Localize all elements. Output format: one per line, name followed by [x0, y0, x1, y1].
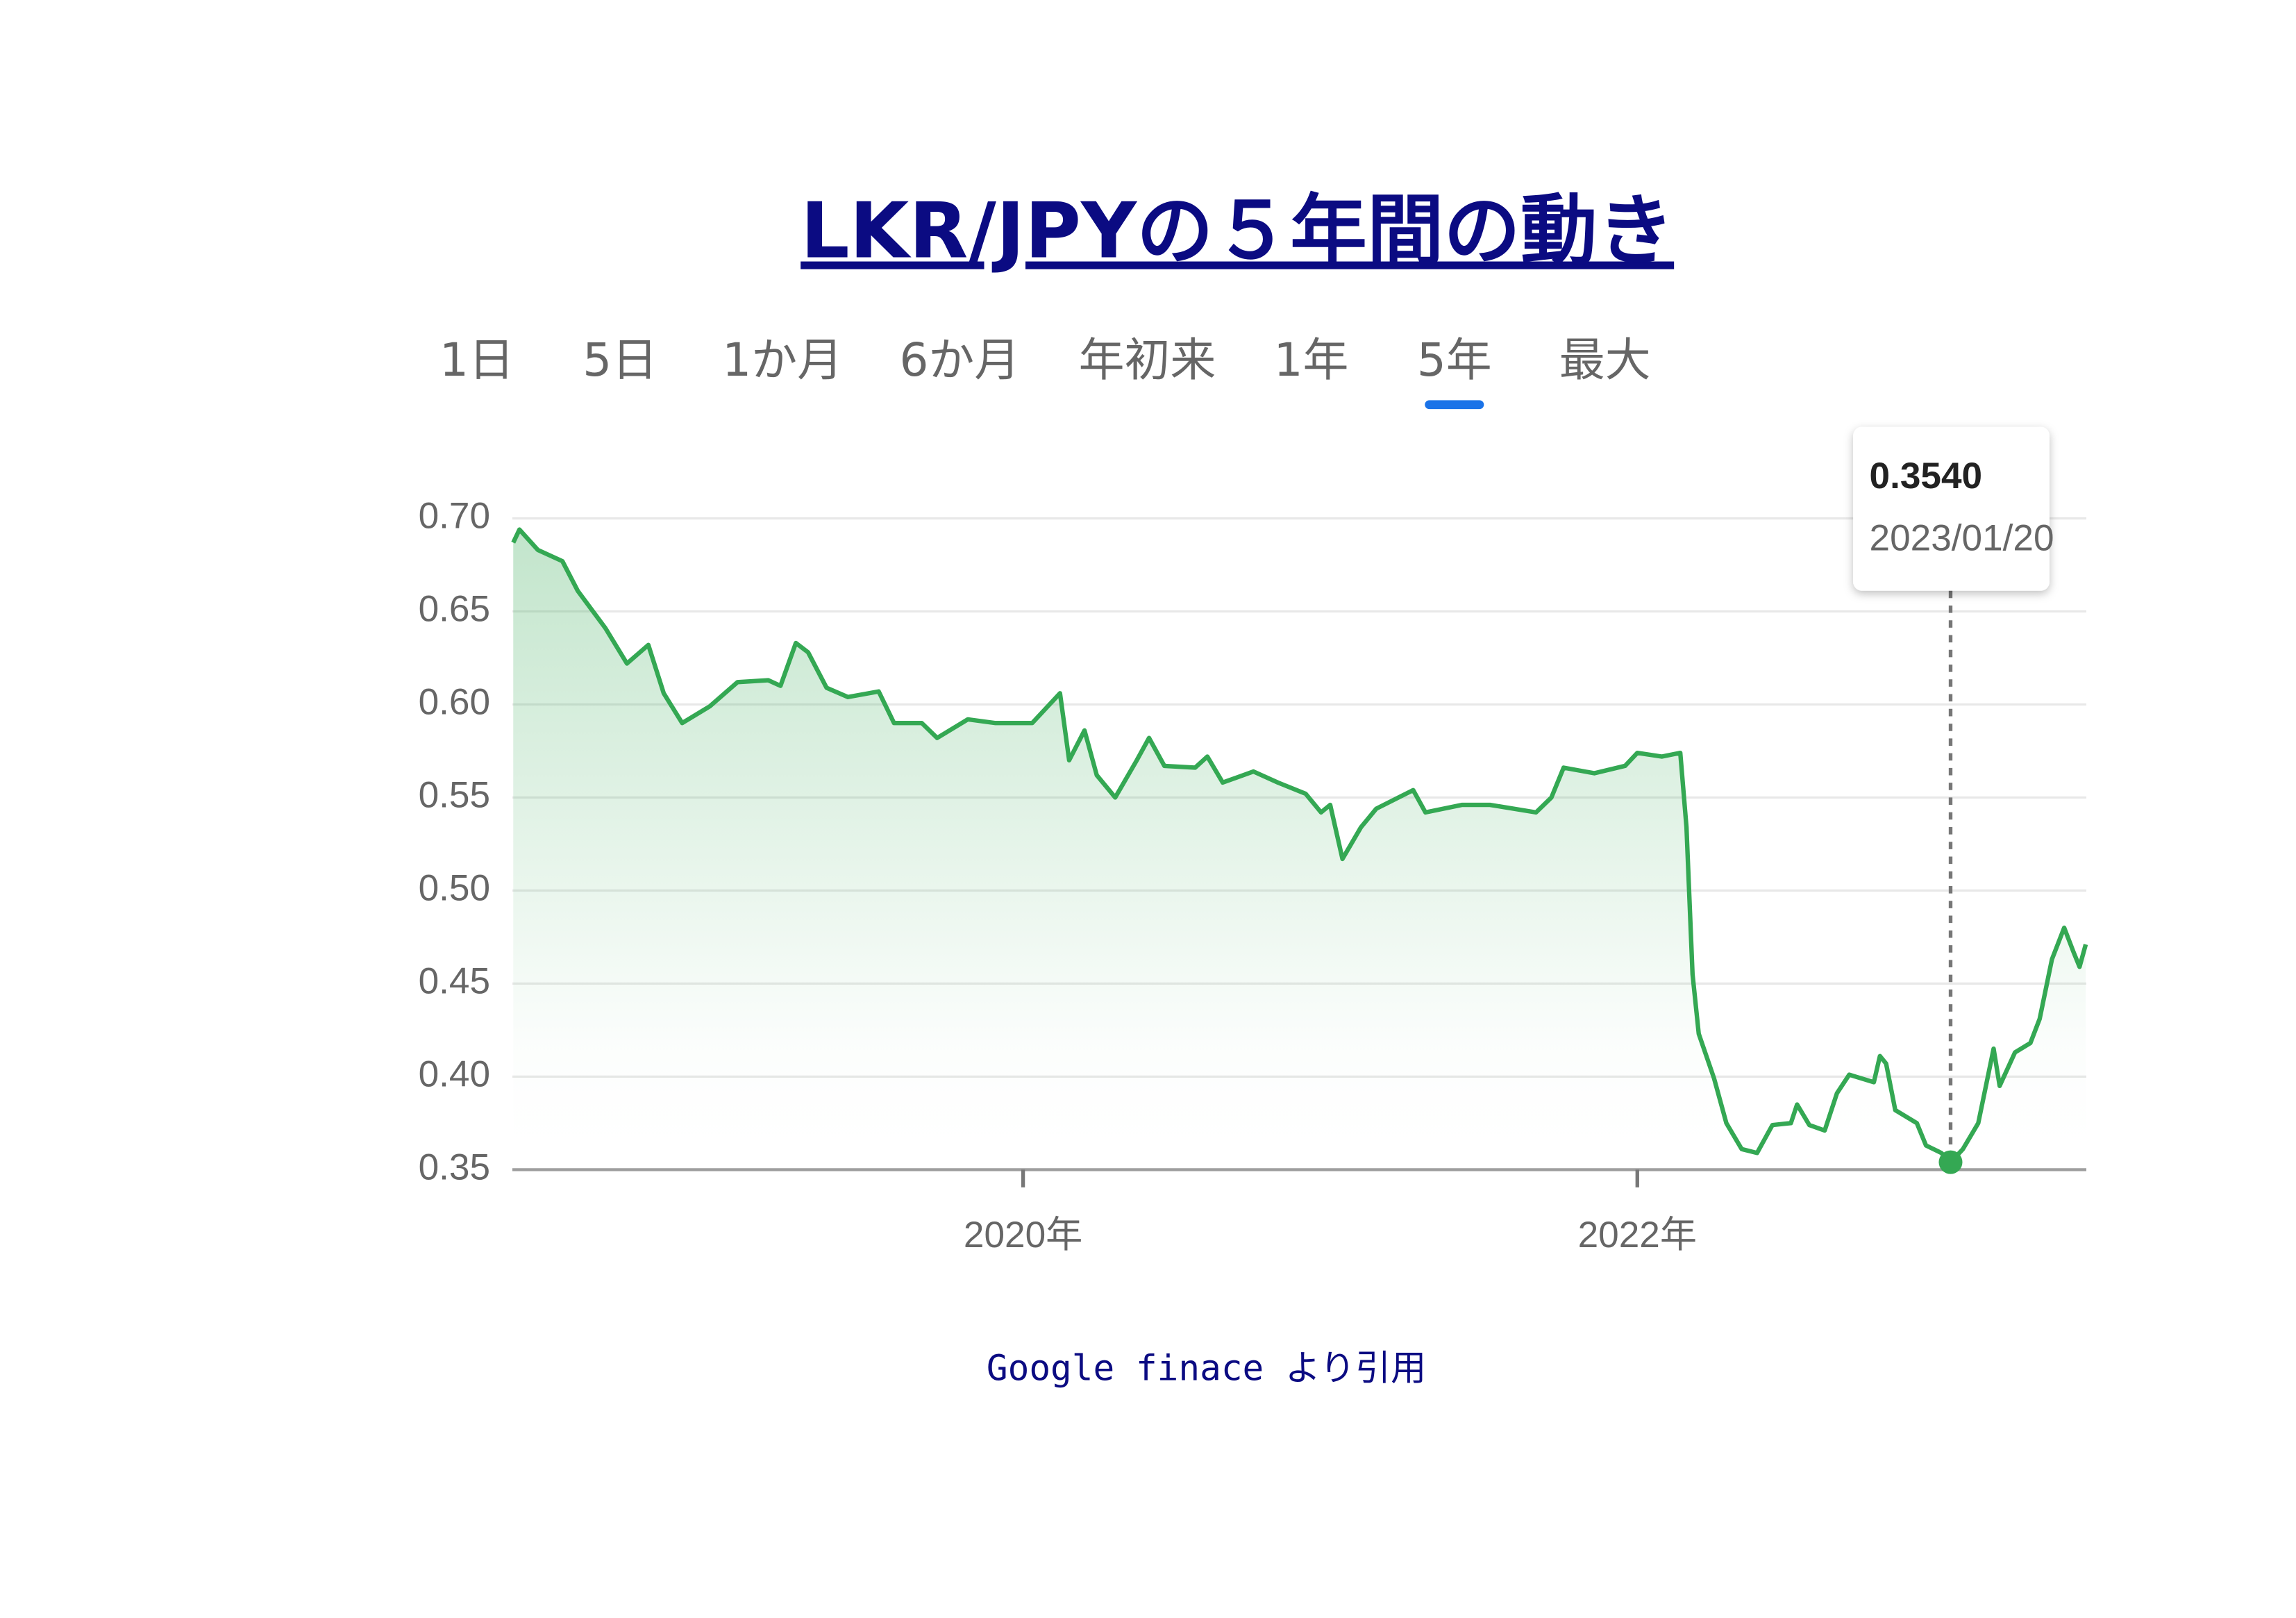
caption: Google finace より引用	[987, 1349, 1426, 1390]
y-tick-label: 0.40	[419, 1053, 490, 1094]
y-tick-label: 0.35	[419, 1146, 490, 1187]
line	[511, 527, 2088, 1165]
highlight-dot	[1938, 1150, 1963, 1174]
area	[513, 529, 2086, 1170]
tab[interactable]: 5年	[1417, 333, 1492, 387]
x-tick-label: 2020年	[964, 1215, 1082, 1256]
y-tick-label: 0.70	[419, 496, 490, 537]
y-tick-label: 0.65	[419, 588, 490, 629]
y-tick-label: 0.60	[419, 681, 490, 722]
tab[interactable]: 5日	[583, 333, 657, 387]
tab[interactable]: 1年	[1274, 333, 1349, 387]
tab[interactable]: 年初来	[1079, 333, 1216, 387]
y-tick-label: 0.45	[419, 960, 490, 1001]
tab-indicator	[1425, 400, 1484, 410]
tooltip	[1853, 426, 2050, 591]
tooltip-value: 0.3540	[1870, 456, 1983, 497]
x-tick-label: 2022年	[1578, 1215, 1697, 1256]
tabs: 1日 5日 1か月 6か月 年初来 1年 5年 最大	[439, 333, 1651, 410]
chart: 0.70 0.65 0.60 0.55 0.50 0.45 0.40 0.35 2020年 202…	[419, 426, 2088, 1256]
tab[interactable]: 6か月	[899, 333, 1020, 387]
tab[interactable]: 最大	[1559, 333, 1651, 387]
tab[interactable]: 1日	[439, 333, 514, 387]
tooltip-date: 2023/01/20	[1870, 517, 2054, 558]
y-tick-label: 0.55	[419, 774, 490, 815]
y-tick-label: 0.50	[419, 867, 490, 908]
tab[interactable]: 1か月	[722, 333, 843, 387]
title: LKR/JPYの５年間の動き	[801, 187, 1674, 276]
